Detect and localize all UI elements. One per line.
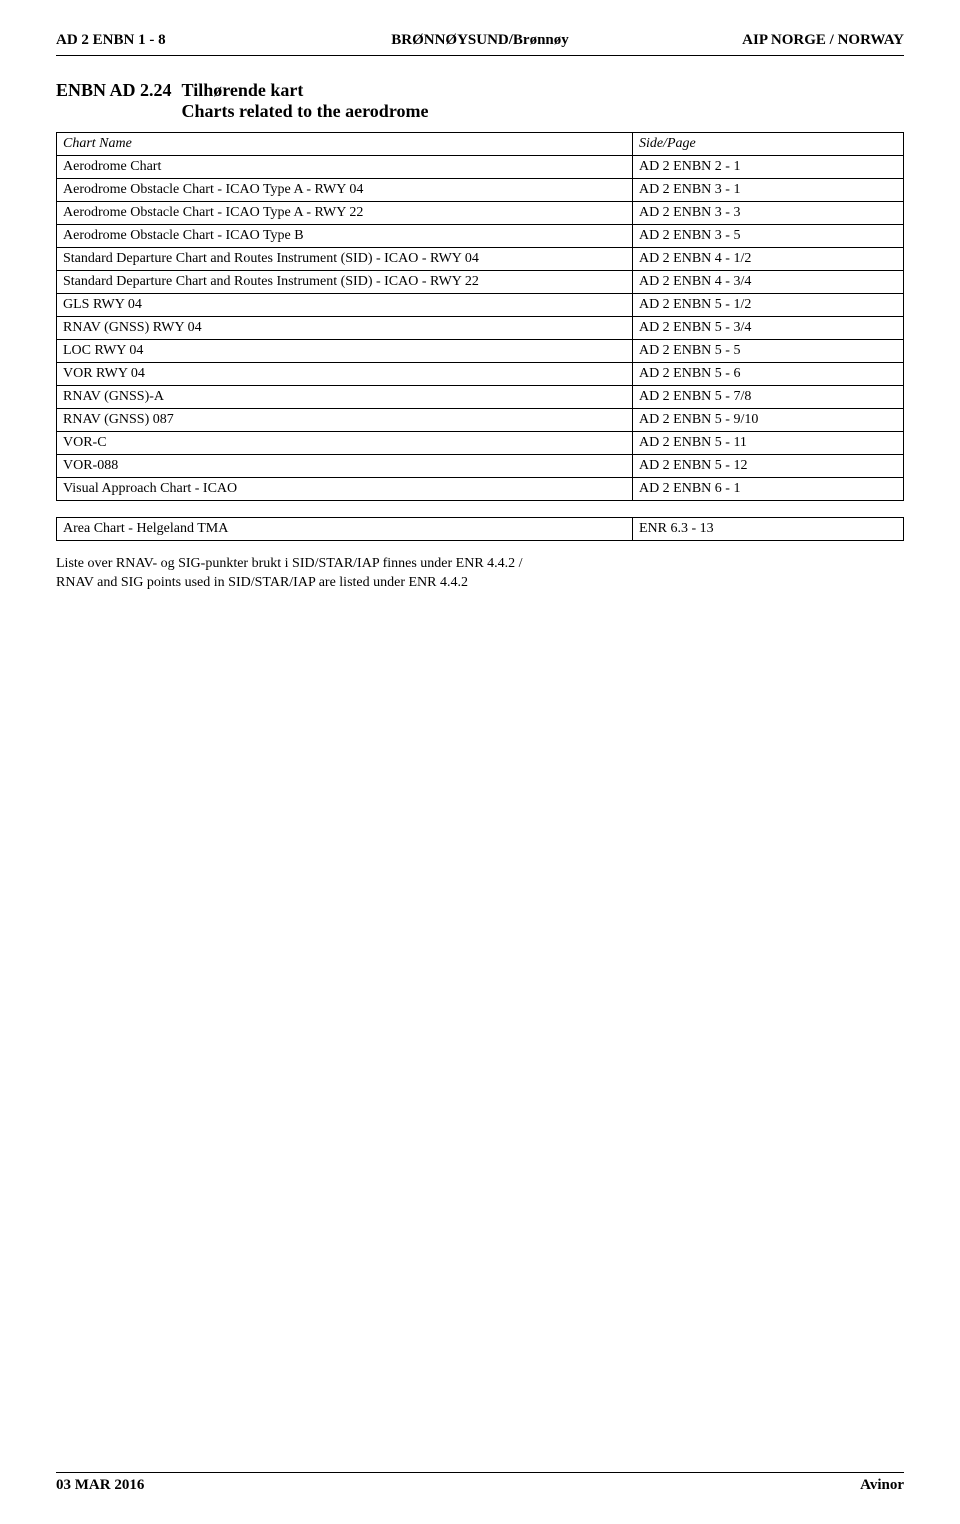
footer-divider (56, 1472, 904, 1473)
chart-page-cell: AD 2 ENBN 4 - 3/4 (632, 271, 903, 294)
chart-name-cell: RNAV (GNSS)-A (57, 386, 633, 409)
chart-name-cell: VOR-C (57, 432, 633, 455)
chart-page-cell: AD 2 ENBN 5 - 12 (632, 455, 903, 478)
table-row: LOC RWY 04AD 2 ENBN 5 - 5 (57, 340, 904, 363)
chart-name-cell: RNAV (GNSS) 087 (57, 409, 633, 432)
table-row: Standard Departure Chart and Routes Inst… (57, 271, 904, 294)
area-page-cell: ENR 6.3 - 13 (632, 518, 903, 541)
chart-name-cell: VOR RWY 04 (57, 363, 633, 386)
chart-name-cell: RNAV (GNSS) RWY 04 (57, 317, 633, 340)
section-code: ENBN AD 2.24 (56, 80, 172, 101)
chart-page-cell: AD 2 ENBN 5 - 3/4 (632, 317, 903, 340)
table-row: VOR-CAD 2 ENBN 5 - 11 (57, 432, 904, 455)
section-subtitle: Charts related to the aerodrome (182, 101, 429, 122)
chart-name-cell: Visual Approach Chart - ICAO (57, 478, 633, 501)
chart-page-cell: AD 2 ENBN 5 - 1/2 (632, 294, 903, 317)
chart-page-cell: AD 2 ENBN 3 - 5 (632, 225, 903, 248)
chart-name-cell: Aerodrome Chart (57, 156, 633, 179)
chart-page-cell: AD 2 ENBN 3 - 1 (632, 179, 903, 202)
page-header: AD 2 ENBN 1 - 8 BRØNNØYSUND/Brønnøy AIP … (56, 32, 904, 49)
table-row: Visual Approach Chart - ICAOAD 2 ENBN 6 … (57, 478, 904, 501)
col-header-page: Side/Page (632, 133, 903, 156)
section-titles: Tilhørende kart Charts related to the ae… (182, 80, 429, 122)
table-row: RNAV (GNSS)-AAD 2 ENBN 5 - 7/8 (57, 386, 904, 409)
chart-name-cell: Standard Departure Chart and Routes Inst… (57, 248, 633, 271)
chart-name-cell: LOC RWY 04 (57, 340, 633, 363)
table-row: Aerodrome Obstacle Chart - ICAO Type A -… (57, 179, 904, 202)
page-footer: 03 MAR 2016 Avinor (56, 1472, 904, 1494)
charts-table: Chart Name Side/Page Aerodrome ChartAD 2… (56, 132, 904, 501)
table-header-row: Chart Name Side/Page (57, 133, 904, 156)
chart-page-cell: AD 2 ENBN 3 - 3 (632, 202, 903, 225)
chart-page-cell: AD 2 ENBN 5 - 11 (632, 432, 903, 455)
chart-name-cell: GLS RWY 04 (57, 294, 633, 317)
table-row: Aerodrome Obstacle Chart - ICAO Type BAD… (57, 225, 904, 248)
table-row: VOR-088AD 2 ENBN 5 - 12 (57, 455, 904, 478)
chart-page-cell: AD 2 ENBN 5 - 6 (632, 363, 903, 386)
header-divider (56, 55, 904, 56)
chart-page-cell: AD 2 ENBN 4 - 1/2 (632, 248, 903, 271)
header-right: AIP NORGE / NORWAY (621, 32, 904, 49)
chart-page-cell: AD 2 ENBN 5 - 5 (632, 340, 903, 363)
chart-name-cell: Aerodrome Obstacle Chart - ICAO Type B (57, 225, 633, 248)
area-table: Area Chart - Helgeland TMAENR 6.3 - 13 (56, 517, 904, 541)
chart-page-cell: AD 2 ENBN 6 - 1 (632, 478, 903, 501)
footer-left: 03 MAR 2016 (56, 1477, 144, 1494)
footnote-line1: Liste over RNAV- og SIG-punkter brukt i … (56, 555, 904, 574)
chart-name-cell: VOR-088 (57, 455, 633, 478)
header-left: AD 2 ENBN 1 - 8 (56, 32, 339, 49)
footer-right: Avinor (860, 1477, 904, 1494)
table-row: Area Chart - Helgeland TMAENR 6.3 - 13 (57, 518, 904, 541)
footnote: Liste over RNAV- og SIG-punkter brukt i … (56, 555, 904, 593)
footnote-line2: RNAV and SIG points used in SID/STAR/IAP… (56, 574, 904, 593)
chart-page-cell: AD 2 ENBN 5 - 9/10 (632, 409, 903, 432)
col-header-name: Chart Name (57, 133, 633, 156)
chart-name-cell: Standard Departure Chart and Routes Inst… (57, 271, 633, 294)
area-name-cell: Area Chart - Helgeland TMA (57, 518, 633, 541)
section-heading: ENBN AD 2.24 Tilhørende kart Charts rela… (56, 80, 904, 122)
table-row: Aerodrome Obstacle Chart - ICAO Type A -… (57, 202, 904, 225)
table-row: RNAV (GNSS) RWY 04AD 2 ENBN 5 - 3/4 (57, 317, 904, 340)
chart-name-cell: Aerodrome Obstacle Chart - ICAO Type A -… (57, 179, 633, 202)
chart-name-cell: Aerodrome Obstacle Chart - ICAO Type A -… (57, 202, 633, 225)
table-row: Standard Departure Chart and Routes Inst… (57, 248, 904, 271)
table-row: Aerodrome ChartAD 2 ENBN 2 - 1 (57, 156, 904, 179)
chart-page-cell: AD 2 ENBN 2 - 1 (632, 156, 903, 179)
header-center: BRØNNØYSUND/Brønnøy (339, 32, 622, 49)
chart-page-cell: AD 2 ENBN 5 - 7/8 (632, 386, 903, 409)
table-row: GLS RWY 04AD 2 ENBN 5 - 1/2 (57, 294, 904, 317)
table-row: VOR RWY 04AD 2 ENBN 5 - 6 (57, 363, 904, 386)
table-row: RNAV (GNSS) 087AD 2 ENBN 5 - 9/10 (57, 409, 904, 432)
section-title: Tilhørende kart (182, 80, 429, 101)
page: AD 2 ENBN 1 - 8 BRØNNØYSUND/Brønnøy AIP … (0, 0, 960, 1524)
